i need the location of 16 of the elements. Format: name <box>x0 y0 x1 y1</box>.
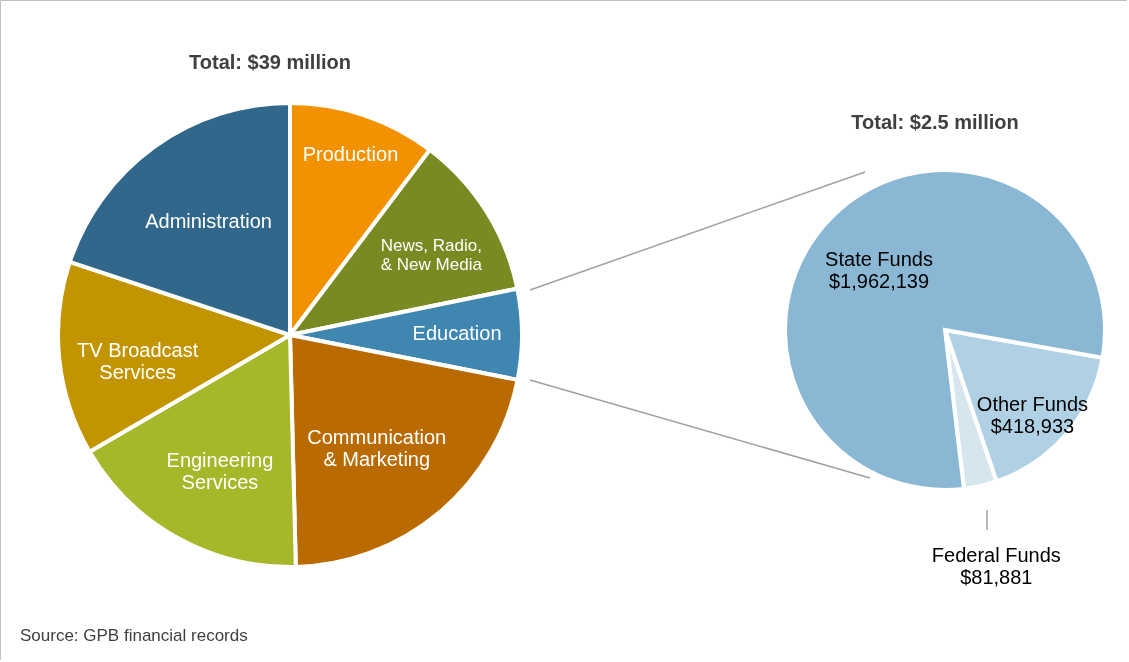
slice-label: State Funds <box>825 248 933 271</box>
slice-label: TV Broadcast Services <box>77 338 199 383</box>
slice-label: Other Funds <box>976 392 1089 415</box>
chart-title: Total: $2.5 million <box>851 111 1019 133</box>
chart-title: Total: $39 million <box>189 51 351 73</box>
slice-label: Production <box>302 142 399 165</box>
slice-label: Administration <box>145 210 272 233</box>
data-label: $1,962,139 <box>828 270 930 293</box>
slice-label: Federal Funds <box>931 544 1061 567</box>
slice-label: Engineering Services <box>166 448 274 493</box>
slice-label: News, Radio, & New Media <box>380 235 483 274</box>
source-note: Source: GPB financial records <box>20 626 248 645</box>
data-label: $418,933 <box>990 414 1075 437</box>
slice-label: Communication & Marketing <box>307 425 447 470</box>
slice-label: Education <box>412 322 502 345</box>
data-label: $81,881 <box>960 566 1033 589</box>
